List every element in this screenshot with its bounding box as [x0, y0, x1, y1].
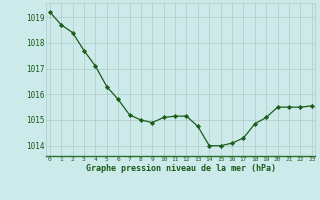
X-axis label: Graphe pression niveau de la mer (hPa): Graphe pression niveau de la mer (hPa) — [86, 164, 276, 173]
